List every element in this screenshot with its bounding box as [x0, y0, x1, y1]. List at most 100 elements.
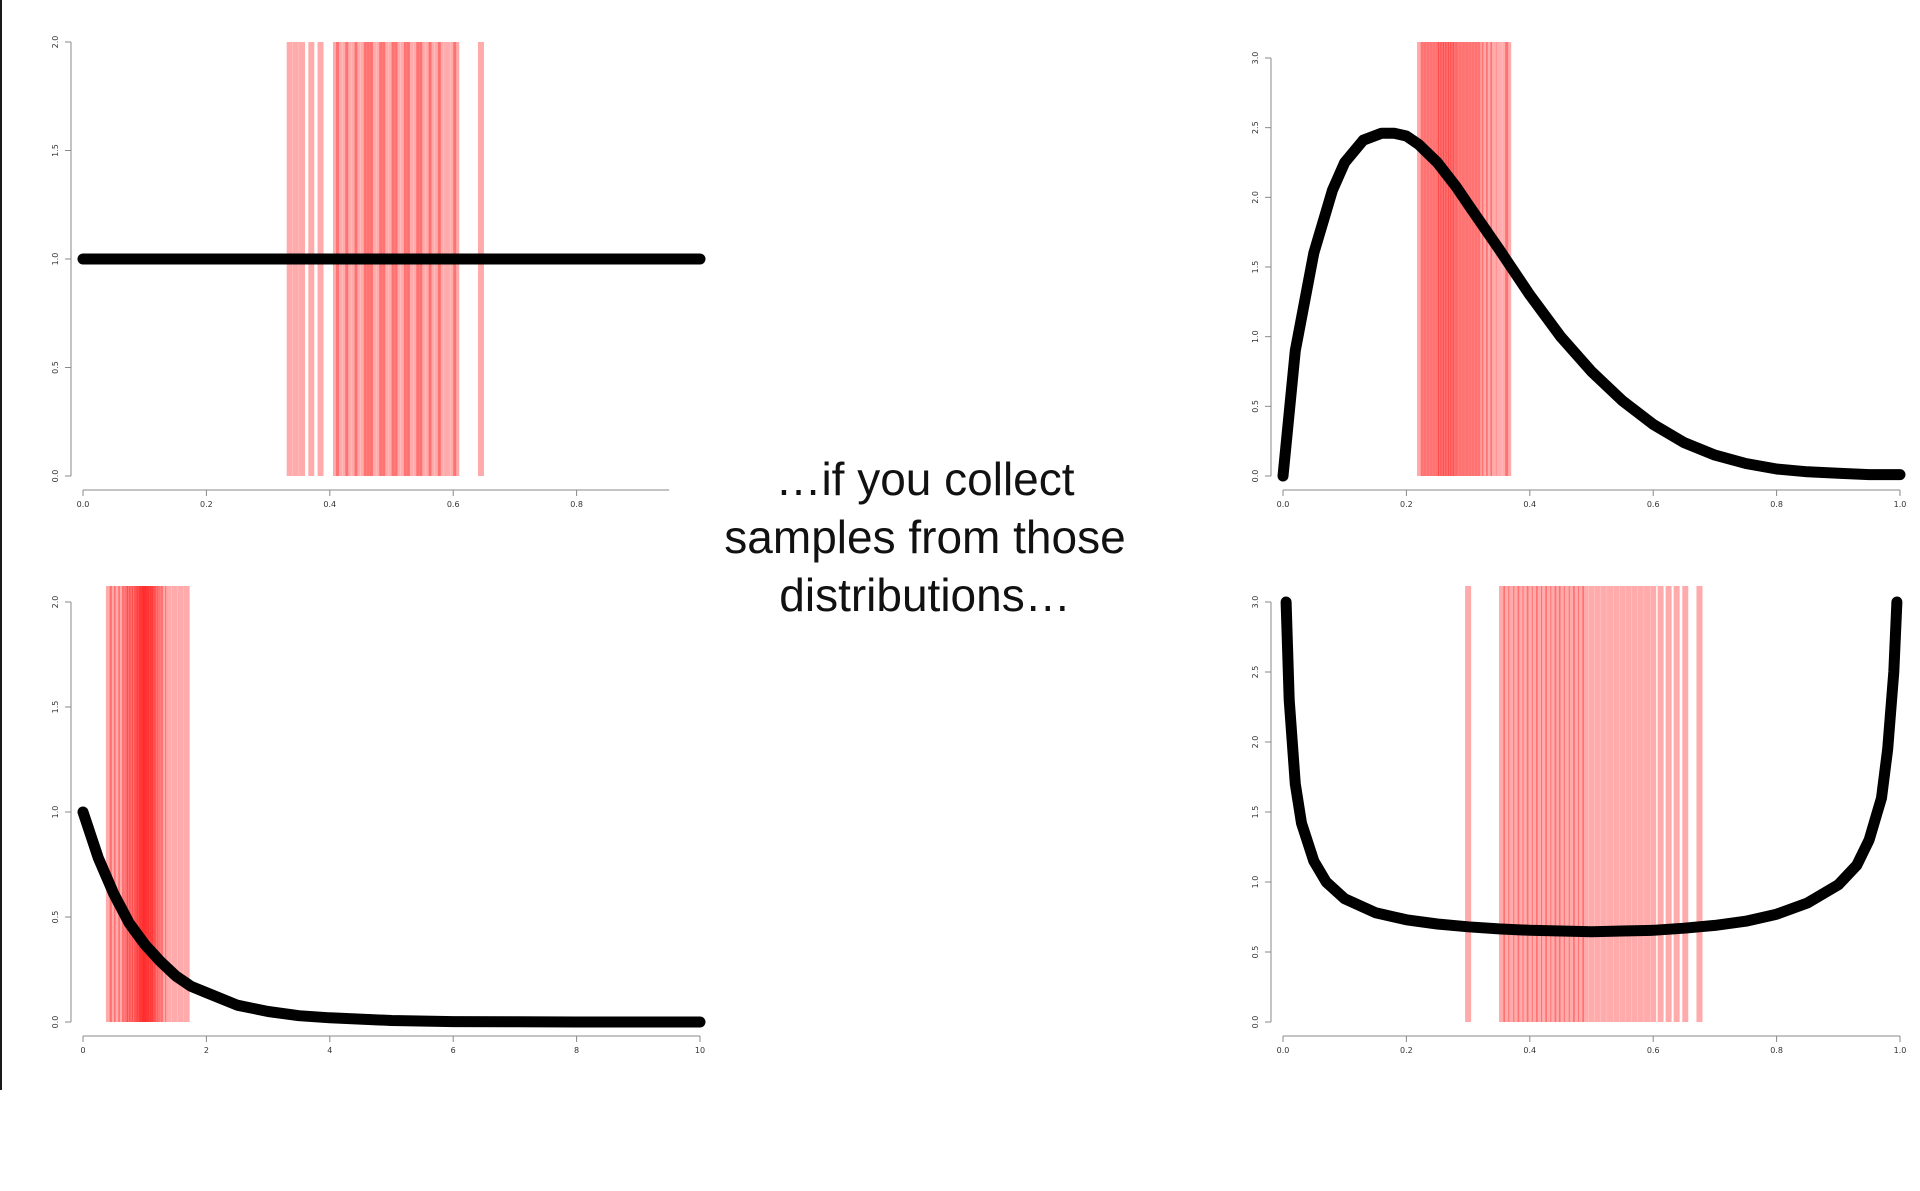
- x-tick-label: 0.8: [1770, 1046, 1783, 1055]
- sample-line: [1468, 42, 1475, 476]
- sample-line: [126, 586, 133, 1022]
- sample-line: [1435, 42, 1442, 476]
- sample-line: [1650, 586, 1657, 1022]
- y-tick-label: 2.0: [1251, 736, 1260, 749]
- sample-line: [142, 586, 149, 1022]
- sample-line: [1526, 586, 1533, 1022]
- sample-line: [1563, 586, 1570, 1022]
- sample-line: [1513, 586, 1520, 1022]
- chart-bottom-left-exponential: 0.0 0.5 1.0 1.5 2.0 0 2 4 6 8 10: [51, 586, 706, 1055]
- sample-line: [1582, 586, 1589, 1022]
- sample-line: [129, 586, 136, 1022]
- sample-line: [1540, 586, 1547, 1022]
- sample-line: [118, 586, 125, 1022]
- caption-line-3: distributions…: [779, 569, 1071, 621]
- y-tick-label: 1.5: [51, 701, 60, 714]
- chart-top-left-uniform: 0.0 0.5 1.0 1.5 2.0 0.0 0.2 0.4 0.6 0.8: [51, 36, 706, 509]
- sample-line: [1531, 586, 1538, 1022]
- sample-line: [1558, 586, 1565, 1022]
- sample-line: [105, 586, 112, 1022]
- sample-line: [1440, 42, 1447, 476]
- sample-lines: [105, 586, 190, 1022]
- sample-line: [121, 586, 128, 1022]
- x-tick-label: 8: [574, 1046, 579, 1055]
- sample-line: [1631, 586, 1638, 1022]
- sample-line: [1462, 42, 1469, 476]
- y-tick-label: 0.0: [51, 1016, 60, 1029]
- sample-line: [1578, 586, 1585, 1022]
- sample-line: [1657, 586, 1664, 1022]
- sample-line: [1477, 42, 1484, 476]
- x-tick-label: 0.2: [1400, 1046, 1413, 1055]
- sample-line: [144, 586, 151, 1022]
- sample-line: [1474, 42, 1481, 476]
- sample-line: [124, 586, 131, 1022]
- sample-line: [1568, 586, 1575, 1022]
- x-tick-label: 2: [204, 1046, 209, 1055]
- y-tick-label: 1.5: [1251, 261, 1260, 274]
- sample-line: [1588, 586, 1595, 1022]
- sample-line: [151, 586, 158, 1022]
- y-tick-label: 1.5: [1251, 806, 1260, 819]
- y-tick-label: 1.0: [1251, 876, 1260, 889]
- sample-line: [1508, 586, 1515, 1022]
- x-tick-label: 0.4: [323, 500, 336, 509]
- sample-line: [137, 586, 144, 1022]
- y-tick-label: 3.0: [1251, 596, 1260, 609]
- left-edge-rule: [0, 0, 2, 1090]
- sample-line: [1465, 586, 1472, 1022]
- sample-line: [1471, 42, 1478, 476]
- caption-line-2: samples from those: [724, 511, 1126, 563]
- sample-line: [141, 586, 148, 1022]
- sample-line: [1437, 42, 1444, 476]
- x-tick-label: 0: [80, 1046, 85, 1055]
- sample-line: [1600, 586, 1607, 1022]
- sample-line: [1594, 586, 1601, 1022]
- x-tick-label: 10: [695, 1046, 705, 1055]
- sample-line: [1673, 586, 1680, 1022]
- y-tick-label: 0.0: [1251, 1016, 1260, 1029]
- sample-line: [135, 586, 142, 1022]
- sample-line: [131, 586, 138, 1022]
- sample-line: [1499, 586, 1506, 1022]
- y-tick-label: 0.0: [51, 470, 60, 483]
- sample-line: [1696, 586, 1703, 1022]
- slide-caption: …if you collect samples from those distr…: [650, 450, 1200, 624]
- x-tick-label: 0.6: [1647, 500, 1660, 509]
- x-tick-label: 0.6: [447, 500, 460, 509]
- x-tick-label: 0.0: [1277, 1046, 1290, 1055]
- sample-line: [1607, 586, 1614, 1022]
- sample-line: [1613, 586, 1620, 1022]
- sample-line: [1550, 586, 1557, 1022]
- sample-line: [1619, 586, 1626, 1022]
- x-tick-label: 0.8: [570, 500, 583, 509]
- y-tick-label: 2.5: [1251, 666, 1260, 679]
- sample-line: [1465, 42, 1472, 476]
- x-tick-label: 0.6: [1647, 1046, 1660, 1055]
- sample-line: [147, 586, 154, 1022]
- sample-line: [1536, 586, 1543, 1022]
- y-tick-label: 0.5: [1251, 946, 1260, 959]
- sample-line: [139, 586, 146, 1022]
- sample-line: [140, 586, 147, 1022]
- sample-line: [1423, 42, 1430, 476]
- y-tick-label: 0.5: [1251, 400, 1260, 413]
- sample-line: [1450, 42, 1457, 476]
- chart-bottom-right-u-shaped: 0.0 0.5 1.0 1.5 2.0 2.5 3.0 0.0 0.2 0.4 0.6 0.8 1.0: [1251, 586, 1906, 1055]
- sample-line: [160, 586, 167, 1022]
- x-tick-label: 0.8: [1770, 500, 1783, 509]
- sample-line: [1458, 42, 1465, 476]
- y-tick-label: 3.0: [1251, 52, 1260, 65]
- density-curve: [1277, 127, 1906, 482]
- sample-line: [1522, 586, 1529, 1022]
- sample-line: [177, 586, 184, 1022]
- y-tick-label: 1.5: [51, 144, 60, 157]
- sample-line: [1503, 586, 1510, 1022]
- sample-line: [1495, 42, 1502, 476]
- density-curve: [77, 806, 706, 1028]
- sample-line: [1420, 42, 1427, 476]
- y-tick-label: 2.0: [51, 36, 60, 49]
- x-tick-label: 1.0: [1894, 500, 1907, 509]
- sample-line: [113, 586, 120, 1022]
- x-tick-label: 0.4: [1523, 1046, 1536, 1055]
